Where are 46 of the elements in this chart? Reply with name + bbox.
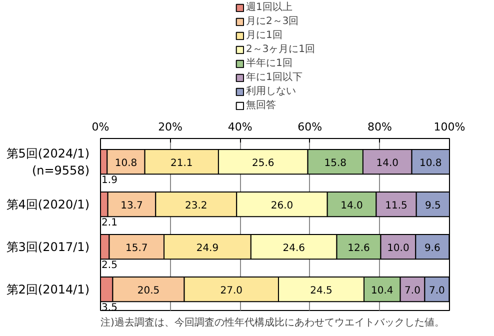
legend-label: 無回答 [246, 99, 276, 112]
text: 注)過去調査は、今回調査の性年代構成比にあわせてウエイトバックした値。 [100, 316, 444, 328]
data-label: 12.6 [348, 242, 370, 254]
data-label: 7.0 [428, 285, 445, 296]
data-label: 14.0 [340, 200, 363, 212]
x-tick-label: 0% [92, 120, 110, 134]
data-label: 25.6 [252, 158, 274, 169]
data-label: 24.5 [310, 285, 332, 296]
data-label: 23.2 [184, 200, 208, 212]
data-label: 10.8 [420, 158, 442, 169]
data-label: 9.6 [424, 242, 440, 254]
legend-label: 週1回以上 [246, 0, 292, 14]
x-tick-label: 20% [158, 120, 183, 134]
data-label: 9.5 [424, 200, 441, 212]
y-tick-label: 第5回(2024/1) (n=9558) [6, 146, 90, 178]
data-label: 13.7 [120, 200, 143, 212]
data-label: 26.0 [270, 200, 294, 212]
data-label: 2.1 [102, 217, 118, 228]
data-label: 2.5 [102, 260, 118, 271]
x-tick-label: 60% [298, 120, 322, 134]
legend-label: 2～3ヶ月に1回 [246, 43, 316, 56]
data-label: 27.0 [220, 285, 243, 296]
x-tick-label: 40% [228, 120, 252, 134]
data-label: 1.9 [102, 175, 118, 186]
data-label: 10.0 [387, 242, 410, 254]
legend-label: 月に2～3回 [246, 15, 299, 28]
y-tick-label: 第4回(2020/1) [6, 197, 90, 212]
data-label: 7.0 [404, 285, 420, 296]
data-label: 10.8 [114, 158, 138, 169]
y-tick-label: 第3回(2017/1) [6, 240, 90, 254]
x-tick-label: 80% [367, 120, 392, 134]
legend-label: 年に1回以下 [246, 70, 302, 84]
data-label: 15.7 [125, 242, 148, 254]
data-label: 24.9 [196, 242, 219, 254]
legend-label: 月に1回 [246, 29, 282, 42]
legend-label: 利用しない [246, 84, 296, 98]
x-tick-label: 100% [434, 120, 466, 134]
data-label: 15.8 [324, 158, 347, 169]
data-label: 14.0 [376, 158, 399, 169]
data-label: 10.4 [371, 285, 394, 296]
data-label: 21.1 [170, 158, 193, 169]
data-label: 11.5 [385, 200, 408, 212]
data-label: 20.5 [137, 285, 160, 296]
data-label: 24.6 [282, 242, 305, 254]
legend-label: 半年に1回 [246, 56, 292, 70]
y-tick-label: 第2回(2014/1) [6, 282, 90, 296]
